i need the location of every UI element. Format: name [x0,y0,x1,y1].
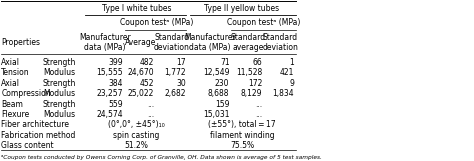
Text: 8,129: 8,129 [241,89,263,98]
Text: 12,549: 12,549 [203,68,229,77]
Text: Coupon testᵃ (MPa): Coupon testᵃ (MPa) [227,18,301,27]
Text: 452: 452 [139,79,154,88]
Text: filament winding: filament winding [210,131,274,140]
Text: ...: ... [147,110,154,119]
Text: 66: 66 [253,58,263,67]
Text: Type II yellow tubes: Type II yellow tubes [204,4,280,13]
Text: ...: ... [255,99,263,109]
Text: Coupon testᵃ (MPa): Coupon testᵃ (MPa) [120,18,193,27]
Text: 1,772: 1,772 [164,68,186,77]
Text: Glass content: Glass content [1,141,54,150]
Text: 15,031: 15,031 [203,110,229,119]
Text: Fabrication method: Fabrication method [1,131,76,140]
Text: 30: 30 [176,79,186,88]
Text: 2,682: 2,682 [164,89,186,98]
Text: Type I white tubes: Type I white tubes [102,4,172,13]
Text: Flexure: Flexure [1,110,30,119]
Text: 17: 17 [176,58,186,67]
Text: Standard
deviation: Standard deviation [262,33,298,52]
Text: 384: 384 [109,79,123,88]
Text: Average: Average [125,38,156,47]
Text: 1: 1 [289,58,294,67]
Text: Standard
average: Standard average [230,33,265,52]
Text: Axial: Axial [1,58,20,67]
Text: 1,834: 1,834 [273,89,294,98]
Text: Strength: Strength [43,58,76,67]
Text: Fiber architecture: Fiber architecture [1,120,69,129]
Text: ...: ... [147,99,154,109]
Text: Modulus: Modulus [43,110,75,119]
Text: Strength: Strength [43,99,76,109]
Text: Compression: Compression [1,89,51,98]
Text: 399: 399 [109,58,123,67]
Text: Tension: Tension [1,68,30,77]
Text: 230: 230 [215,79,229,88]
Text: Beam: Beam [1,99,23,109]
Text: ...: ... [255,110,263,119]
Text: 421: 421 [280,68,294,77]
Text: 15,555: 15,555 [96,68,123,77]
Text: 9: 9 [289,79,294,88]
Text: Manufacturer
data (MPa): Manufacturer data (MPa) [184,33,236,52]
Text: Strength: Strength [43,79,76,88]
Text: 75.5%: 75.5% [230,141,254,150]
Text: 559: 559 [109,99,123,109]
Text: 482: 482 [140,58,154,67]
Text: 11,528: 11,528 [236,68,263,77]
Text: ᵃCoupon tests conducted by Owens Corning Corp. of Granville, OH. Data shown is a: ᵃCoupon tests conducted by Owens Corning… [1,155,322,160]
Text: Manufacturer
data (MPa): Manufacturer data (MPa) [79,33,131,52]
Text: Modulus: Modulus [43,68,75,77]
Text: Properties: Properties [1,38,40,47]
Text: 172: 172 [248,79,263,88]
Text: Axial: Axial [1,79,20,88]
Text: 23,257: 23,257 [97,89,123,98]
Text: 24,574: 24,574 [96,110,123,119]
Text: spin casting: spin casting [113,131,160,140]
Text: (0°,0°, ±45°)₁₀: (0°,0°, ±45°)₁₀ [108,120,165,129]
Text: 51.2%: 51.2% [125,141,148,150]
Text: 24,670: 24,670 [128,68,154,77]
Text: Standard
deviation: Standard deviation [154,33,190,52]
Text: 25,022: 25,022 [128,89,154,98]
Text: 8,688: 8,688 [208,89,229,98]
Text: 159: 159 [215,99,229,109]
Text: Modulus: Modulus [43,89,75,98]
Text: (±55°), total = 17: (±55°), total = 17 [208,120,276,129]
Text: 71: 71 [220,58,229,67]
